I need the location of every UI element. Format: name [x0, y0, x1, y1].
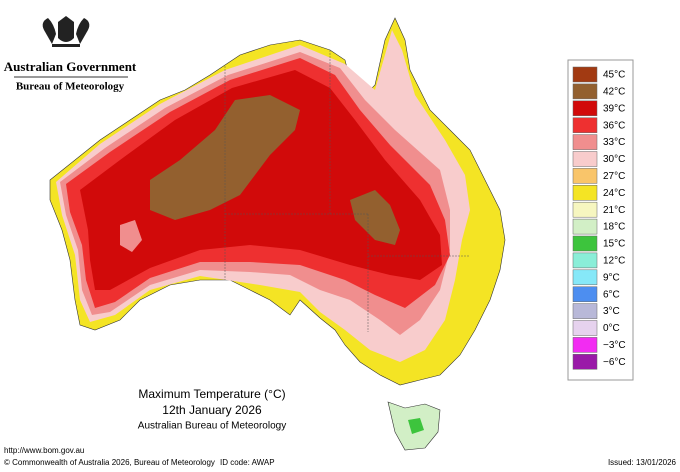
legend-label: 45°C	[603, 70, 625, 81]
legend-swatch	[572, 354, 598, 370]
legend-label: 15°C	[603, 239, 625, 250]
legend-label: 33°C	[603, 137, 625, 148]
legend-swatch	[572, 66, 598, 83]
legend-label: 9°C	[603, 272, 620, 283]
tasmania-green	[408, 418, 424, 434]
government-name: Australian Government	[4, 59, 137, 74]
footer-issued: Issued: 13/01/2026	[608, 458, 677, 467]
legend-swatch	[572, 337, 598, 353]
legend-swatch	[572, 151, 598, 167]
map-source: Australian Bureau of Meteorology	[138, 421, 286, 432]
legend-swatch	[572, 235, 598, 252]
footer-copyright: © Commonwealth of Australia 2026, Bureau…	[4, 458, 215, 467]
legend-swatch	[572, 218, 598, 235]
legend-swatch	[572, 185, 598, 201]
legend-swatch	[572, 286, 598, 302]
legend-label: 24°C	[603, 188, 625, 199]
legend-label: 12°C	[603, 256, 625, 267]
legend-swatch	[572, 303, 598, 319]
legend-swatch	[572, 117, 598, 133]
legend-label: 36°C	[603, 120, 625, 131]
legend-label: 3°C	[603, 306, 620, 317]
map-title: Maximum Temperature (°C)	[138, 387, 285, 401]
state-borders	[224, 50, 470, 332]
legend-swatch	[572, 168, 598, 184]
legend-label: 18°C	[603, 222, 625, 233]
legend: 45°C 42°C 39°C 36°C 33°C 30°C 27°C 24°C 21°C 18°C…	[572, 66, 626, 370]
legend-swatch	[572, 134, 598, 150]
legend-label: 27°C	[603, 171, 625, 182]
zone-36-west-pocket	[120, 220, 142, 252]
zone-42-east	[350, 190, 400, 245]
legend-swatch	[572, 252, 598, 269]
footer-id: ID code: AWAP	[220, 458, 275, 467]
australia-map	[49, 17, 506, 451]
legend-swatch	[572, 100, 598, 117]
legend-label: −3°C	[603, 340, 626, 351]
legend-swatch	[572, 269, 598, 286]
zone-39	[80, 70, 442, 290]
legend-swatch	[572, 320, 598, 336]
bureau-name: Bureau of Meteorology	[16, 81, 125, 93]
coat-of-arms	[42, 16, 90, 47]
footer-url: http://www.bom.gov.au	[4, 446, 84, 455]
legend-label: 21°C	[603, 205, 625, 216]
legend-swatch	[572, 83, 598, 100]
legend-label: 30°C	[603, 154, 625, 165]
legend-label: −6°C	[603, 357, 626, 368]
legend-label: 42°C	[603, 87, 625, 98]
map-date: 12th January 2026	[162, 403, 262, 417]
legend-label: 0°C	[603, 323, 620, 334]
legend-label: 6°C	[603, 289, 620, 300]
legend-swatch	[572, 201, 598, 218]
legend-label: 39°C	[603, 103, 625, 114]
